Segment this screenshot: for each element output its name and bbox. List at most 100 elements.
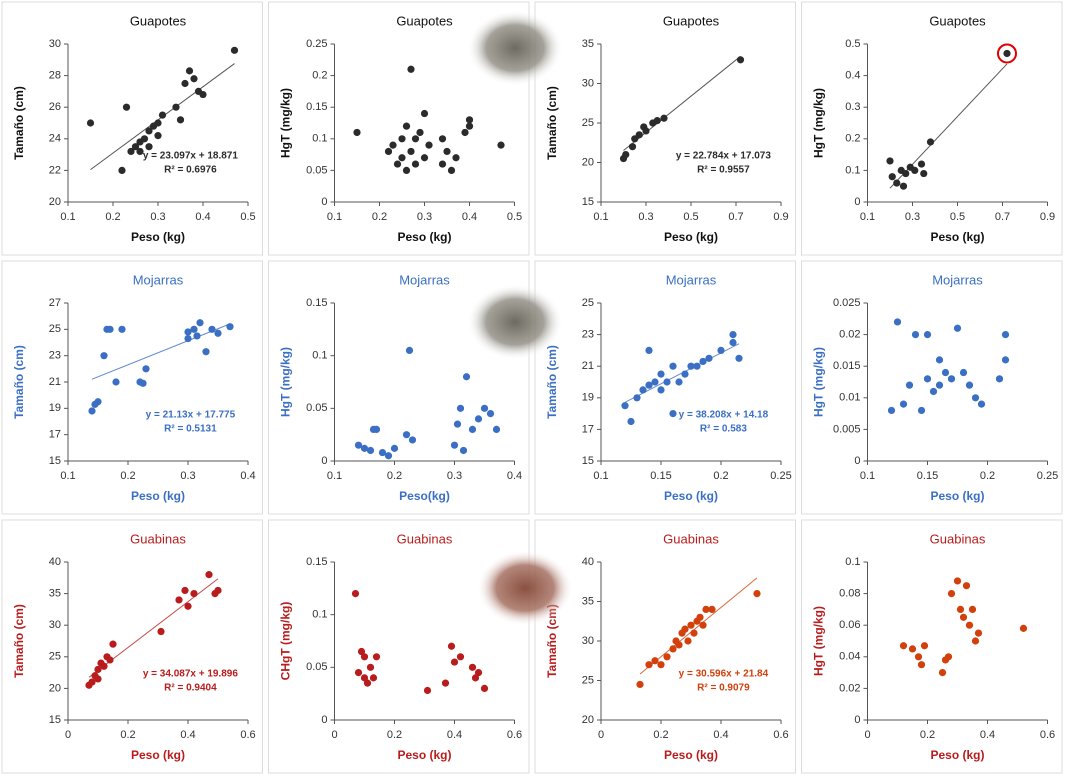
point (953, 577, 962, 585)
y-axis-label: HgT (mg/kg) (812, 606, 826, 676)
point (938, 669, 947, 677)
y-tick-label: 0.05 (306, 402, 327, 414)
equation: R² = 0.9404 (164, 683, 217, 694)
point (690, 629, 698, 637)
point (480, 684, 489, 693)
x-tick-label: 0.2 (980, 470, 995, 482)
point (953, 324, 962, 332)
point (902, 169, 910, 178)
point (911, 331, 920, 339)
equation: R² = 0.9079 (697, 683, 750, 694)
equation: y = 34.087x + 19.896 (143, 669, 239, 680)
point (438, 135, 447, 143)
point (944, 653, 953, 661)
equation: y = 21.13x + 17.775 (146, 410, 236, 421)
point (977, 400, 986, 408)
point (899, 400, 908, 408)
x-tick-label: 0.2 (387, 470, 402, 482)
point (208, 325, 216, 333)
y-axis-label: Tamaño (cm) (12, 345, 26, 419)
point (452, 154, 460, 162)
y-tick-label: 0.08 (839, 588, 860, 600)
point (959, 613, 968, 621)
point (735, 354, 743, 362)
trendline (639, 577, 758, 675)
point (366, 663, 375, 671)
point (351, 590, 360, 598)
x-tick-label: 0.4 (447, 729, 462, 741)
point (962, 582, 971, 590)
panel (1, 519, 263, 774)
y-tick-label: 27 (49, 297, 61, 309)
chart-title: Guapotes (663, 13, 720, 28)
fish-photo (477, 550, 573, 626)
chart-title: Mojarras (666, 272, 717, 287)
fish-photo (467, 10, 563, 86)
point (190, 590, 198, 598)
panel (268, 519, 530, 774)
x-tick-label: 0.15 (917, 470, 938, 482)
point (127, 147, 135, 156)
x-tick-label: 0.1 (593, 211, 608, 223)
point (402, 431, 411, 439)
point (190, 75, 198, 83)
point (627, 417, 635, 426)
y-axis-label: Tamaño (cm) (545, 86, 559, 160)
equation: y = 38.208x + 14.18 (679, 410, 769, 421)
point (100, 352, 108, 360)
x-axis-label: Peso (kg) (664, 748, 718, 762)
point (441, 679, 450, 687)
y-tick-label: 15 (582, 455, 594, 467)
equation: R² = 0.583 (700, 424, 747, 435)
x-axis-label: Peso (kg) (397, 748, 451, 762)
point (199, 90, 207, 99)
point (888, 173, 896, 181)
y-tick-label: 20 (49, 196, 61, 208)
x-tick-label: 0.2 (920, 729, 935, 741)
chart-title: Mojarras (399, 272, 450, 287)
y-tick-label: 15 (49, 714, 61, 726)
y-tick-label: 15 (582, 196, 594, 208)
point (935, 381, 944, 389)
y-tick-label: 0.1 (312, 350, 327, 362)
point (118, 166, 126, 174)
point (628, 143, 637, 151)
y-tick-label: 0.02 (839, 682, 860, 694)
point (729, 331, 737, 339)
y-tick-label: 19 (49, 402, 61, 414)
y-tick-label: 0.1 (312, 609, 327, 621)
point (88, 407, 96, 415)
x-tick-label: 0.3 (150, 211, 165, 223)
point (398, 154, 406, 162)
point (184, 602, 192, 610)
chart-title: Guabinas (397, 531, 453, 546)
point (393, 160, 402, 168)
point (154, 119, 162, 127)
point (118, 325, 126, 333)
x-axis-label: Peso (kg) (397, 230, 451, 244)
point (657, 661, 665, 669)
point (1001, 356, 1010, 364)
point (917, 406, 926, 415)
x-tick-label: 0.3 (447, 470, 462, 482)
highlight-ring (997, 43, 1017, 64)
y-tick-label: 0 (321, 196, 327, 208)
equation: y = 22.784x + 17.073 (676, 151, 772, 162)
point (450, 441, 459, 449)
y-tick-label: 25 (49, 323, 61, 335)
x-tick-label: 0.3 (417, 211, 432, 223)
point (905, 381, 914, 389)
point (402, 122, 411, 130)
point (158, 111, 167, 119)
point (184, 334, 192, 343)
point (172, 103, 180, 111)
point (142, 365, 150, 373)
y-tick-label: 0.025 (833, 297, 861, 309)
y-tick-label: 0.15 (306, 556, 327, 568)
x-tick-label: 0.2 (105, 211, 120, 223)
x-tick-label: 0.5 (683, 211, 698, 223)
point (139, 379, 147, 387)
point (407, 65, 415, 73)
point (357, 647, 366, 656)
